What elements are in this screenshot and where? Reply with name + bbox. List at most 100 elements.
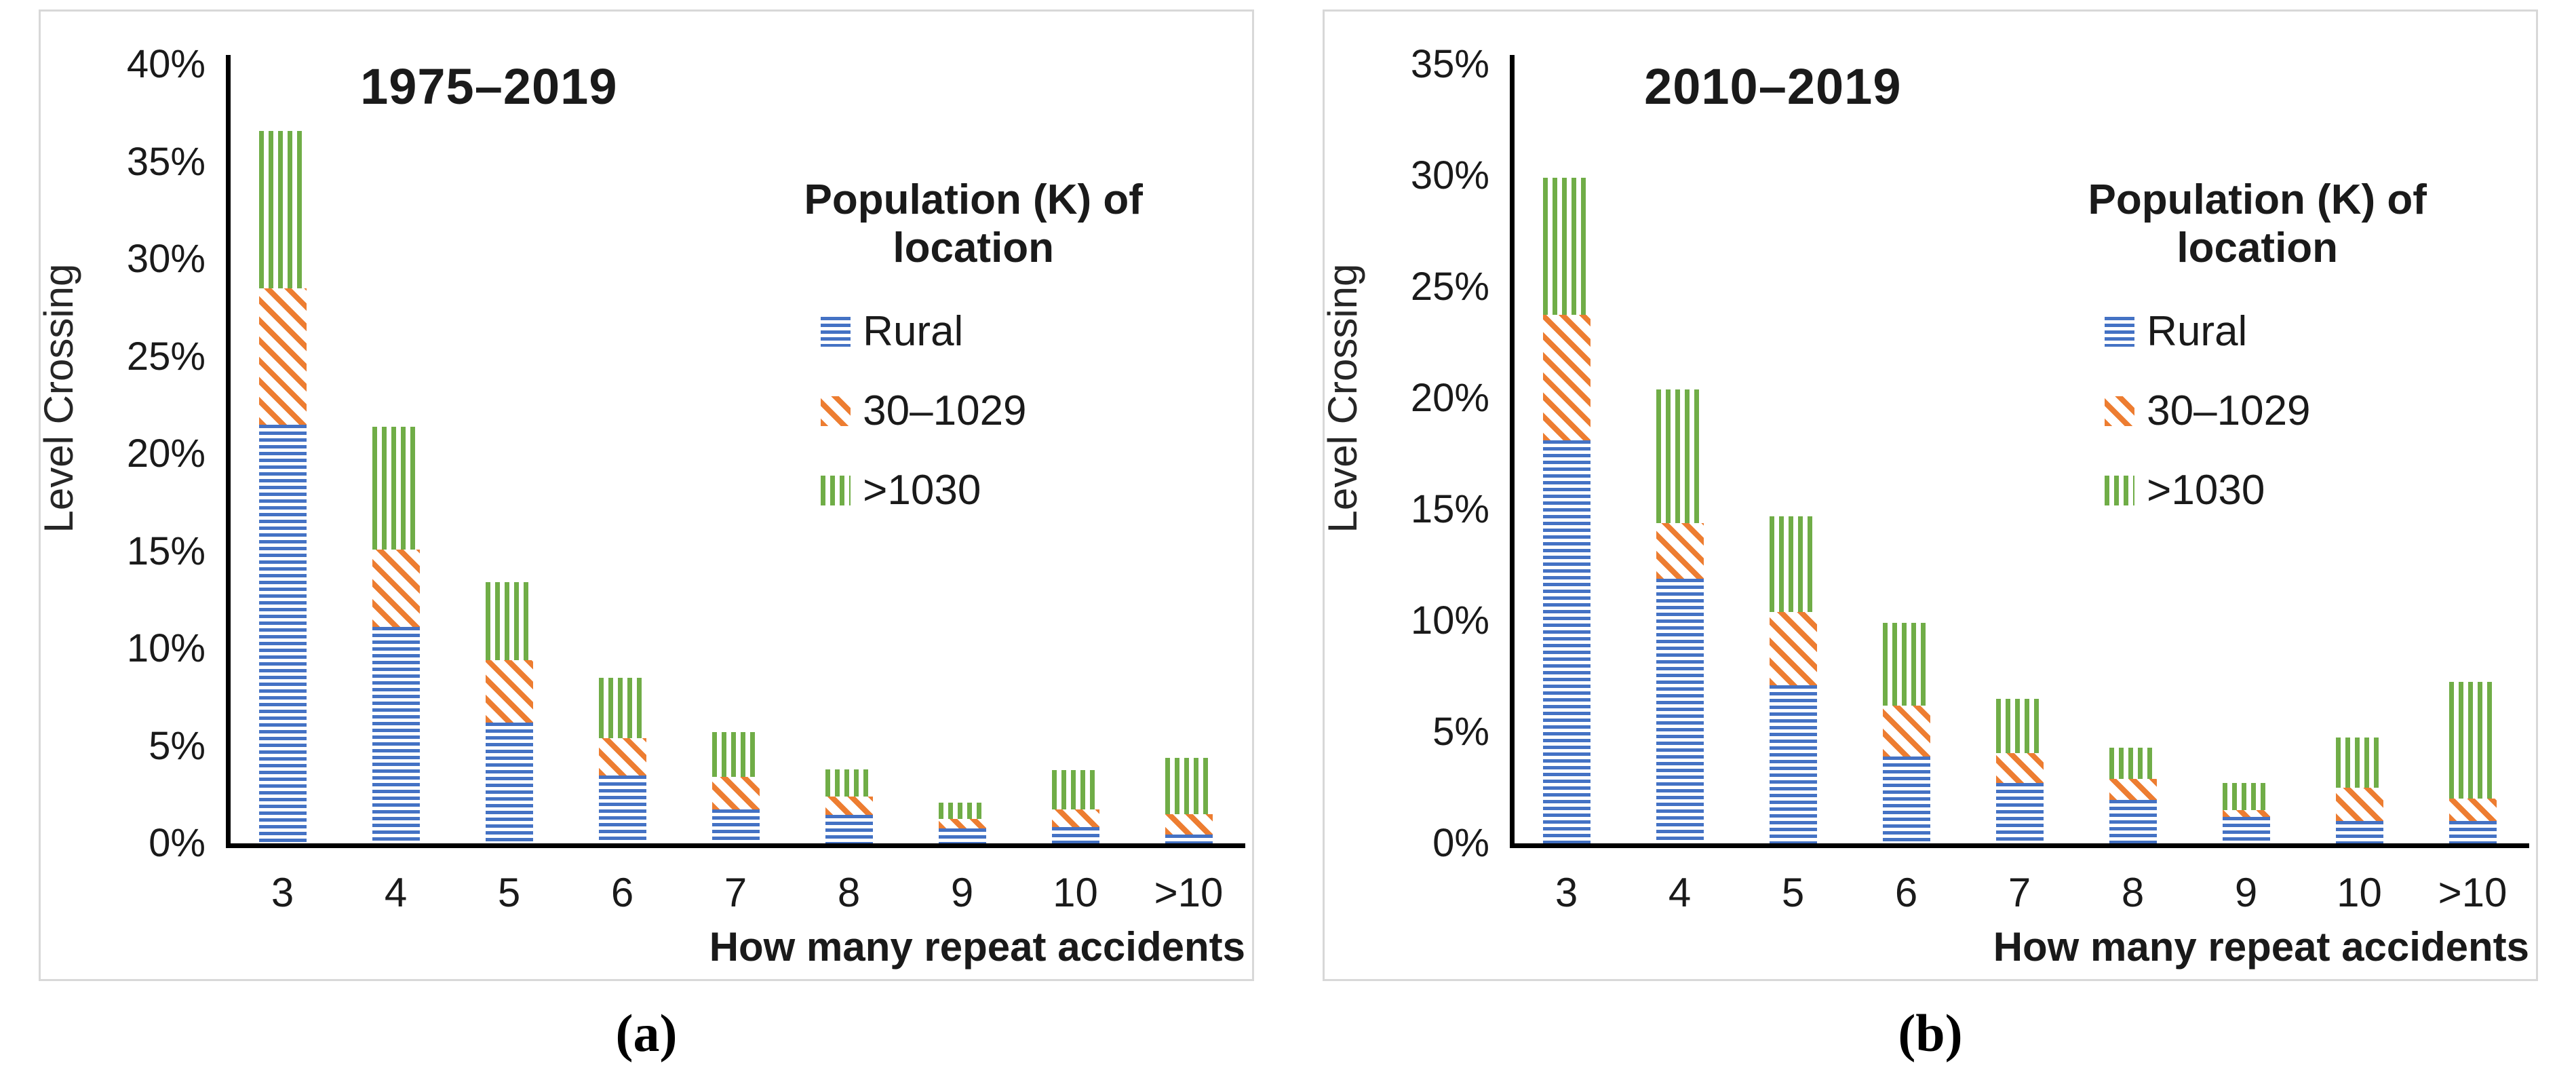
legend-item-label: Rural (863, 308, 964, 356)
y-axis-line (226, 55, 231, 843)
bar->10-segment-Rural (2448, 821, 2497, 843)
x-tick-label: 4 (384, 870, 408, 915)
horizontal-stripes-swatch-icon (2105, 316, 2135, 347)
bar-6-segment-Rural (1882, 757, 1930, 843)
legend-item-label: 30–1029 (863, 387, 1027, 435)
bar-10-segment->1030 (1051, 770, 1099, 809)
bar-8-segment-Rural (825, 815, 873, 843)
bar-5-segment-30–1029 (1769, 611, 1817, 686)
x-axis-title: How many repeat accidents (1993, 924, 2529, 970)
y-tick-label: 20% (126, 432, 206, 476)
x-axis-line (226, 843, 1245, 848)
bar-10-segment-30–1029 (1051, 809, 1099, 827)
x-tick-label: 5 (1781, 870, 1805, 915)
y-tick-label: 25% (126, 334, 206, 379)
bar-5-segment-30–1029 (485, 660, 533, 723)
bar-3-segment-Rural (1542, 440, 1591, 843)
bar-8-segment-30–1029 (2109, 778, 2157, 801)
chart-panel-a: 1975–2019 Level Crossing Population (K) … (36, 9, 1254, 981)
bar-5-segment-Rural (485, 723, 533, 843)
bar-3-segment->1030 (258, 130, 307, 289)
diagonal-stripes-swatch-icon (2105, 396, 2135, 426)
y-tick-label: 35% (126, 139, 206, 184)
bar-5-segment-Rural (1769, 685, 1817, 843)
x-tick-label: 4 (1668, 870, 1692, 915)
bar-4-segment-30–1029 (1656, 522, 1704, 579)
bar-3-segment-Rural (258, 424, 307, 843)
bar-5-segment->1030 (1769, 516, 1817, 612)
legend-item-30–1029: 30–1029 (2105, 387, 2512, 435)
vertical-stripes-swatch-icon (2105, 475, 2135, 505)
bar-9-segment-Rural (938, 828, 986, 843)
bar-10-segment-Rural (1051, 826, 1099, 843)
chart-b-legend: Population (K) of location Rural 30–1029 >… (2003, 176, 2512, 546)
bar-7-segment-Rural (711, 809, 760, 843)
x-tick-label: 6 (610, 870, 634, 915)
y-tick-label: 20% (1410, 376, 1489, 420)
x-tick-label: 7 (724, 870, 747, 915)
x-tick-label: 8 (837, 870, 861, 915)
y-tick-label: 5% (1432, 710, 1489, 754)
y-axis-line (1510, 55, 1515, 843)
bar-7-segment->1030 (1995, 698, 2044, 754)
bar-3-segment-30–1029 (258, 288, 307, 425)
bar-6-segment->1030 (598, 678, 646, 739)
bar-9-segment-Rural (2222, 816, 2270, 843)
y-tick-label: 35% (1410, 42, 1489, 86)
legend-item-label: Rural (2147, 308, 2248, 356)
legend-item-Rural: Rural (821, 307, 1228, 356)
bar-9-segment->1030 (938, 802, 986, 820)
bar-10-segment-30–1029 (2335, 788, 2383, 822)
legend-item->1030: >1030 (821, 466, 1228, 514)
bar-9-segment-30–1029 (938, 819, 986, 829)
y-tick-label: 15% (126, 529, 206, 573)
bar-5-segment->1030 (485, 582, 533, 661)
bar->10-segment-30–1029 (2448, 799, 2497, 822)
y-tick-label: 10% (1410, 598, 1489, 643)
legend-item-30–1029: 30–1029 (821, 387, 1228, 435)
bar-10-segment-Rural (2335, 821, 2383, 843)
y-tick-label: 10% (126, 626, 206, 670)
bar-4-segment->1030 (372, 426, 420, 550)
y-tick-label: 25% (1410, 265, 1489, 309)
caption-a: (a) (615, 1003, 678, 1063)
bar-4-segment-Rural (1656, 578, 1704, 843)
legend-item-label: 30–1029 (2147, 387, 2311, 435)
y-tick-label: 0% (1432, 821, 1489, 865)
y-tick-label: 40% (126, 42, 206, 86)
bar-4-segment->1030 (1656, 389, 1704, 523)
chart-a-title: 1975–2019 (360, 58, 618, 115)
bar-3-segment->1030 (1542, 178, 1591, 315)
bar->10-segment->1030 (2448, 682, 2497, 799)
x-tick-label: 10 (1053, 870, 1098, 915)
legend-items: Rural 30–1029 >1030 (719, 307, 1228, 514)
x-tick-label: 8 (2121, 870, 2145, 915)
y-tick-label: 30% (1410, 153, 1489, 197)
x-axis-title: How many repeat accidents (709, 924, 1245, 970)
bar-6-segment-Rural (598, 775, 646, 843)
y-tick-label: 15% (1410, 487, 1489, 531)
x-tick-label: 5 (497, 870, 521, 915)
bar-6-segment->1030 (1882, 623, 1930, 706)
legend-item->1030: >1030 (2105, 466, 2512, 514)
bar-6-segment-30–1029 (598, 738, 646, 776)
bar->10-segment-30–1029 (1165, 814, 1213, 835)
bar-10-segment->1030 (2335, 738, 2383, 788)
bar-7-segment->1030 (711, 732, 760, 778)
legend-item-label: >1030 (863, 467, 981, 514)
bar-4-segment-30–1029 (372, 549, 420, 628)
x-axis-line (1510, 843, 2529, 848)
x-tick-label: 9 (2234, 870, 2258, 915)
legend-item-Rural: Rural (2105, 307, 2512, 356)
x-tick-label: 10 (2337, 870, 2382, 915)
legend-item-label: >1030 (2147, 467, 2265, 514)
y-tick-label: 30% (126, 237, 206, 281)
x-tick-label: 6 (1894, 870, 1918, 915)
x-tick-label: 3 (271, 870, 294, 915)
bar-8-segment-30–1029 (825, 797, 873, 816)
chart-a-legend: Population (K) of location Rural 30–1029 >… (719, 176, 1228, 546)
vertical-stripes-swatch-icon (821, 475, 851, 505)
bar-8-segment->1030 (2109, 747, 2157, 779)
horizontal-stripes-swatch-icon (821, 316, 851, 347)
